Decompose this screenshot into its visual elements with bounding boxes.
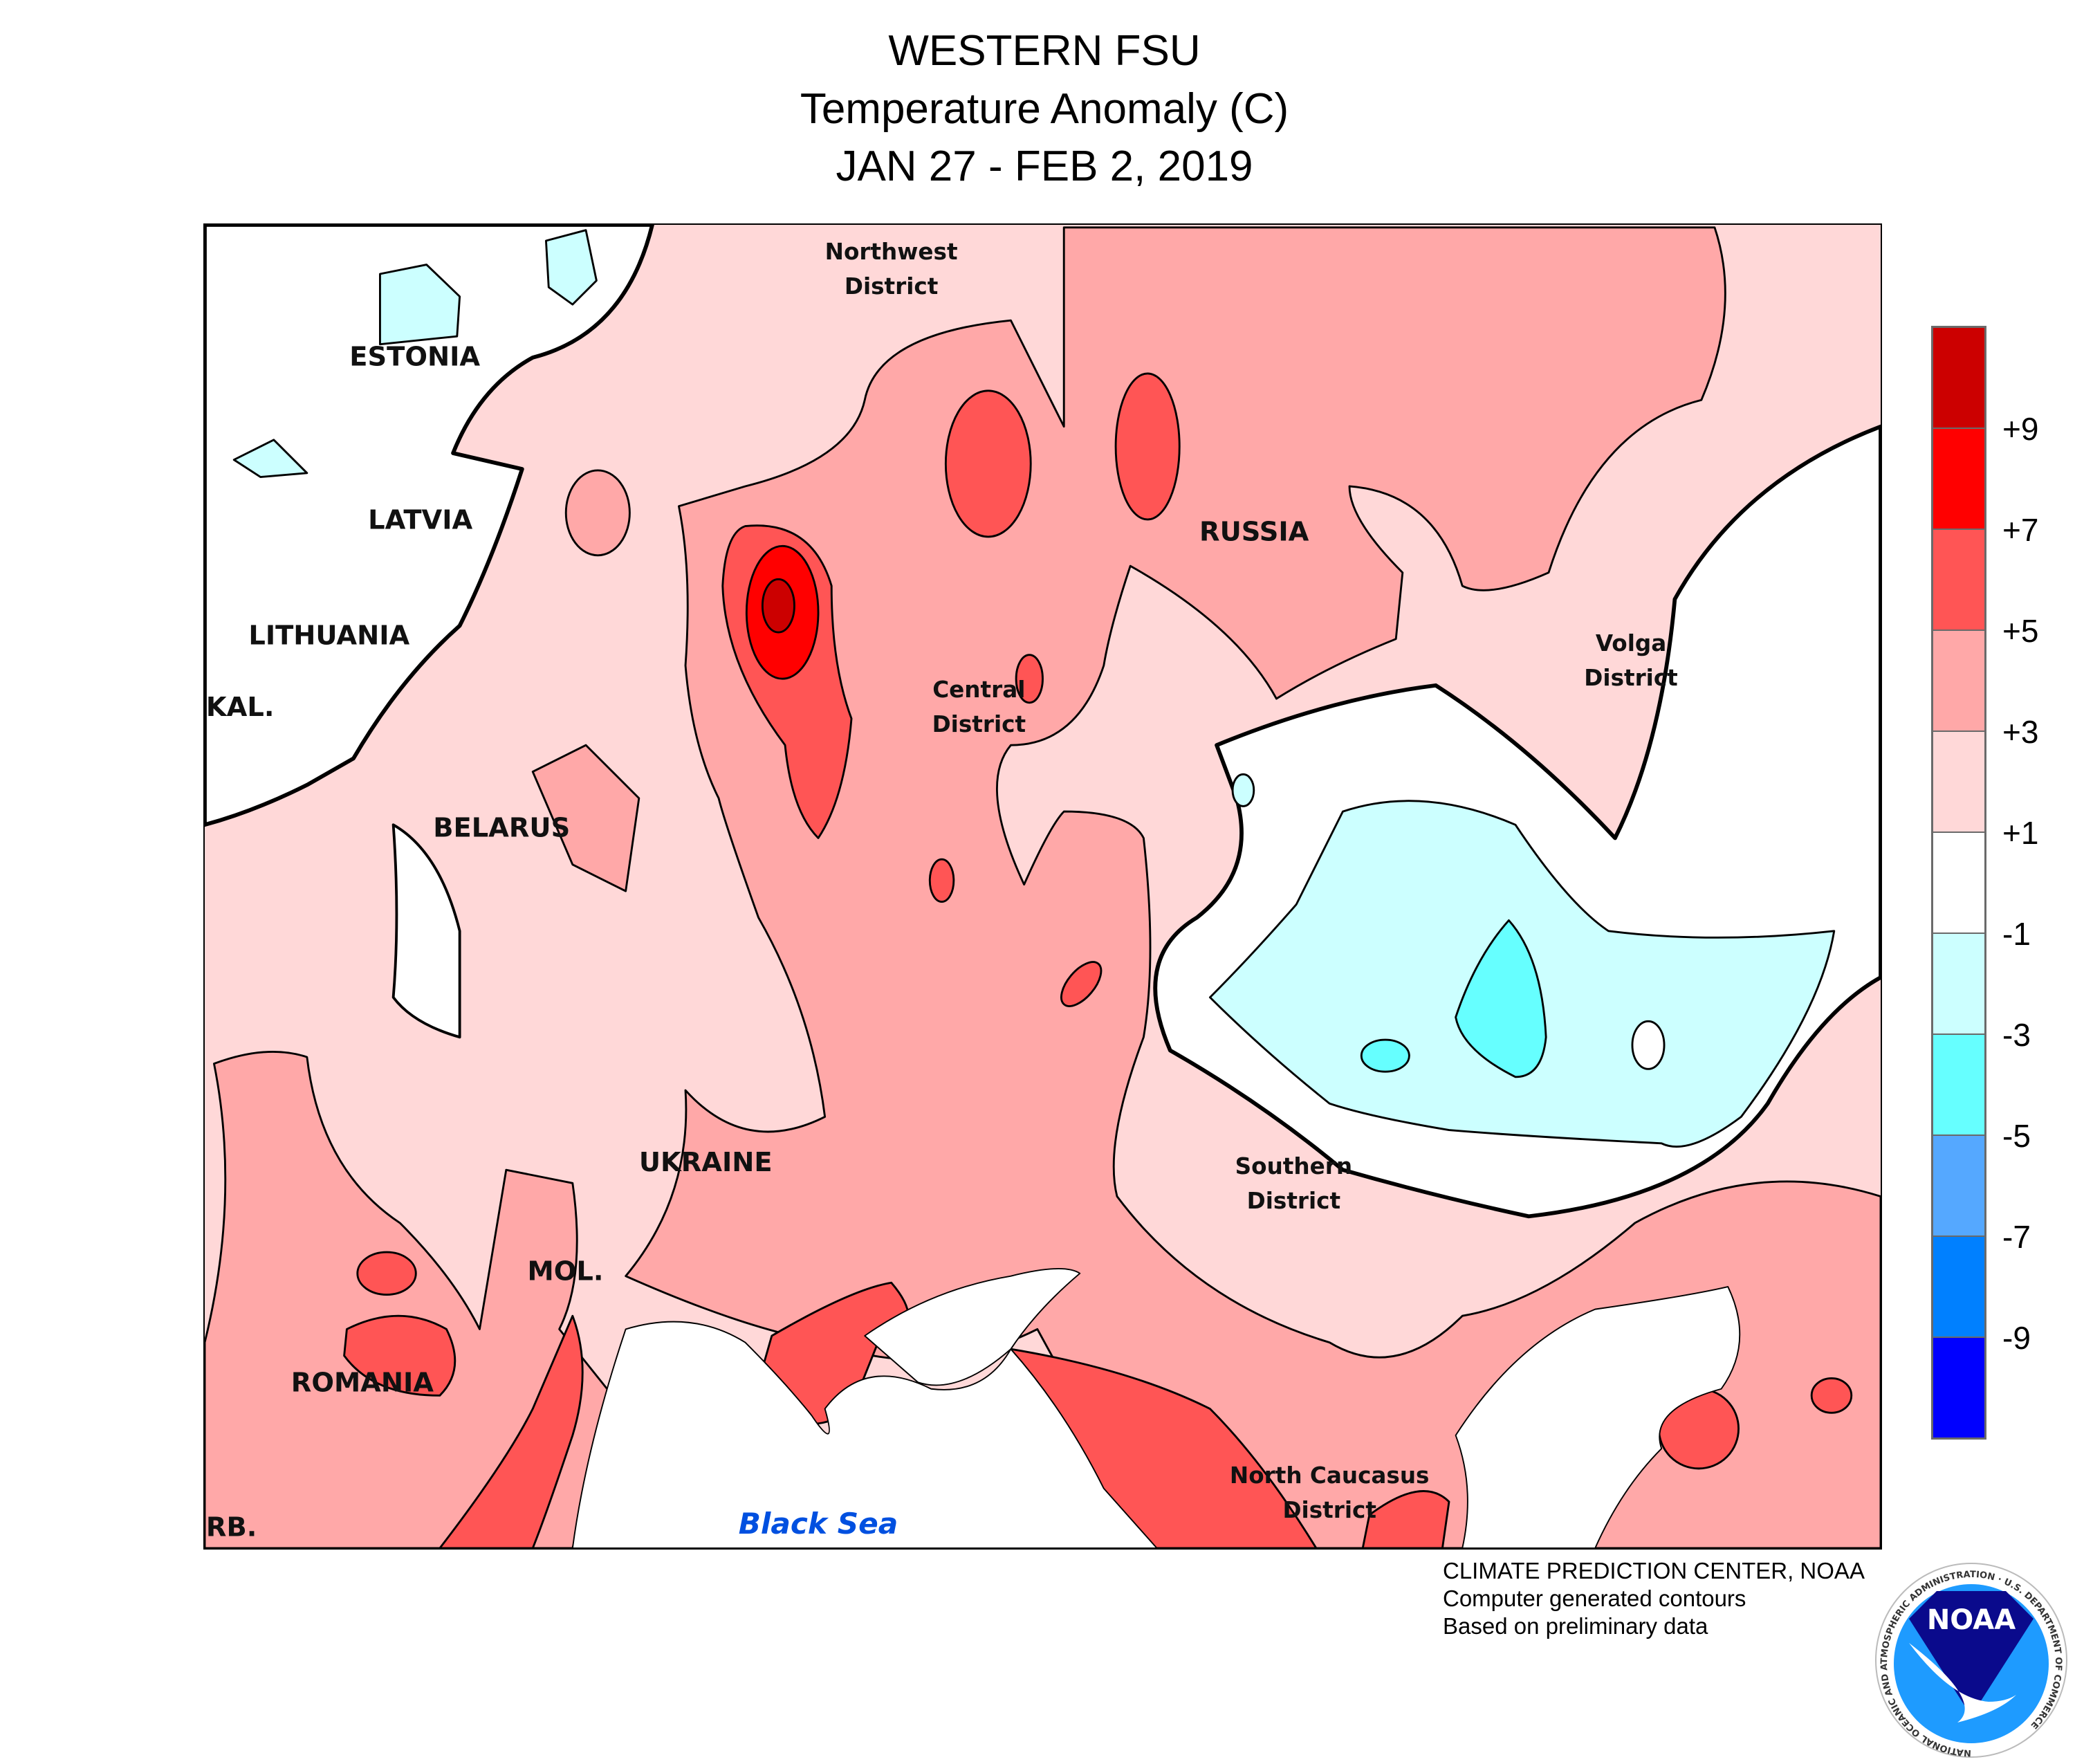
label-black-sea: Black Sea: [739, 1507, 898, 1541]
anomaly-5-7-caucasus-east: [1361, 1490, 1450, 1548]
colorbar-swatch: [1933, 631, 1984, 732]
label-volga-district: Volga: [1596, 630, 1666, 656]
colorbar-swatch: [1933, 530, 1984, 631]
colorbar-tick-label: -1: [2002, 916, 2031, 952]
anomaly-9-plus-blob: [761, 578, 795, 634]
colorbar-swatch: [1933, 328, 1984, 429]
label-north-caucasus-district-2: District: [1282, 1497, 1376, 1523]
anomaly-cool-islands: [232, 439, 308, 479]
anomaly-5-7-romania: [343, 1314, 456, 1397]
logo-noaa-text: NOAA: [1927, 1604, 2016, 1636]
anomaly-5-7-blob: [1114, 372, 1181, 521]
label-ukraine: UKRAINE: [639, 1147, 773, 1178]
label-romania: ROMANIA: [291, 1368, 434, 1399]
anomaly-5-7-blob: [356, 1251, 417, 1296]
anomaly-5-7-blob: [1060, 961, 1103, 1007]
colorbar-tick-label: -5: [2002, 1118, 2031, 1154]
anomaly-5-7-blob: [944, 389, 1032, 538]
colorbar-tick-label: -9: [2002, 1320, 2031, 1356]
label-central-district-2: District: [932, 711, 1026, 737]
colorbar-swatch: [1933, 833, 1984, 934]
colorbar-tick-label: +5: [2002, 613, 2039, 649]
anomaly-neutral-baltics: [205, 225, 654, 827]
anomaly-cool-estonia: [378, 264, 461, 346]
colorbar-tick-label: +1: [2002, 815, 2039, 851]
colorbar-swatch: [1933, 1237, 1984, 1338]
colorbar-swatch: [1933, 934, 1984, 1035]
anomaly-5-7-blob: [1810, 1377, 1853, 1414]
colorbar-tick-label: -7: [2002, 1219, 2031, 1255]
label-estonia: ESTONIA: [349, 341, 480, 372]
anomaly-3-5-spot: [564, 469, 631, 557]
temperature-anomaly-map: ESTONIA LATVIA LITHUANIA KAL. BELARUS RU…: [203, 223, 1882, 1550]
label-north-caucasus-district: North Caucasus: [1230, 1462, 1430, 1489]
label-central-district: Central: [932, 677, 1025, 703]
anomaly-3-5-central: [625, 226, 1881, 1548]
credit-contours: Computer generated contours: [1443, 1586, 1746, 1611]
anomaly-cold-east: [1455, 919, 1547, 1078]
label-southern-district-2: District: [1247, 1188, 1340, 1214]
label-serbia: RB.: [206, 1512, 257, 1543]
map-title: WESTERN FSU: [888, 27, 1201, 75]
colorbar-swatch: [1933, 1136, 1984, 1237]
anomaly-neutral-strip: [391, 823, 461, 1039]
label-kaliningrad: KAL.: [206, 692, 274, 723]
colorbar-swatch: [1933, 732, 1984, 833]
credit-cpc: CLIMATE PREDICTION CENTER, NOAA: [1443, 1558, 1865, 1583]
map-subtitle: Temperature Anomaly (C): [800, 85, 1289, 133]
label-moldova: MOL.: [528, 1256, 604, 1287]
label-northwest-district-2: District: [845, 273, 938, 300]
label-russia: RUSSIA: [1199, 517, 1309, 548]
anomaly-cool-spot: [1231, 773, 1255, 807]
anomaly-5-7-coast: [439, 1314, 584, 1548]
map-period: JAN 27 - FEB 2, 2019: [836, 143, 1253, 190]
caspian-sea: [1455, 1286, 1741, 1548]
anomaly-cold-spot: [1360, 1038, 1410, 1073]
colorbar-tick-label: +9: [2002, 411, 2039, 447]
colorbar-tick-label: +3: [2002, 714, 2039, 750]
anomaly-neutral-spot: [1631, 1020, 1666, 1070]
anomaly-cool-north: [544, 229, 598, 306]
anomaly-3-5-west: [531, 744, 640, 892]
label-belarus: BELARUS: [433, 813, 570, 844]
colorbar-swatch: [1933, 1035, 1984, 1136]
sea-of-azov: [864, 1268, 1081, 1386]
label-latvia: LATVIA: [368, 504, 472, 535]
noaa-logo: NATIONAL OCEANIC AND ATMOSPHERIC ADMINIS…: [1875, 1563, 2067, 1758]
label-volga-district-2: District: [1584, 665, 1677, 691]
anomaly-5-7-blob: [928, 858, 955, 903]
label-lithuania: LITHUANIA: [248, 620, 409, 651]
colorbar-swatch: [1933, 1338, 1984, 1437]
anomaly-5-7-blob: [1015, 654, 1044, 704]
anomaly-3-5-romania: [205, 1050, 614, 1548]
label-southern-district: Southern: [1235, 1153, 1352, 1179]
colorbar-legend: [1931, 326, 1986, 1440]
colorbar-tick-label: -3: [2002, 1017, 2031, 1053]
credit-preliminary: Based on preliminary data: [1443, 1613, 1708, 1639]
colorbar-swatch: [1933, 429, 1984, 530]
colorbar-tick-label: +7: [2002, 512, 2039, 548]
label-northwest-district: Northwest: [825, 239, 958, 265]
